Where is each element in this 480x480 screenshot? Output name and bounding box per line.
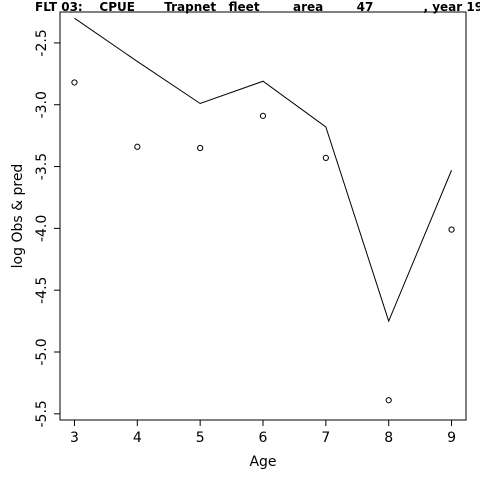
x-tick-label: 3 — [70, 430, 79, 446]
data-point — [385, 397, 392, 404]
data-point — [448, 226, 455, 233]
data-point — [259, 112, 267, 119]
y-tick-label: -2.5 — [34, 29, 50, 56]
series-line — [74, 17, 453, 323]
x-tick-label: 7 — [321, 430, 330, 446]
y-tick-label: -5.5 — [34, 400, 50, 427]
data-point — [322, 154, 329, 161]
y-tick-label: -3.0 — [34, 91, 50, 118]
x-axis-label: Age — [249, 454, 276, 470]
plot-frame — [59, 11, 467, 421]
data-point — [134, 143, 141, 150]
y-tick-label: -5.0 — [34, 338, 50, 365]
x-tick-label: 5 — [196, 430, 205, 446]
x-tick-label: 9 — [447, 430, 456, 446]
data-point — [197, 144, 204, 152]
x-tick-label: 4 — [133, 430, 142, 446]
chart-title: FLT 03: CPUE Trapnet fleet area 47 , yea… — [35, 0, 480, 14]
data-point — [71, 79, 78, 86]
x-tick-label: 6 — [259, 430, 268, 446]
y-axis-label: log Obs & pred — [10, 164, 26, 269]
y-tick-label: -3.5 — [34, 153, 50, 180]
y-tick-label: -4.5 — [34, 277, 50, 304]
y-tick-label: -4.0 — [34, 215, 50, 242]
x-tick-label: 8 — [384, 430, 393, 446]
